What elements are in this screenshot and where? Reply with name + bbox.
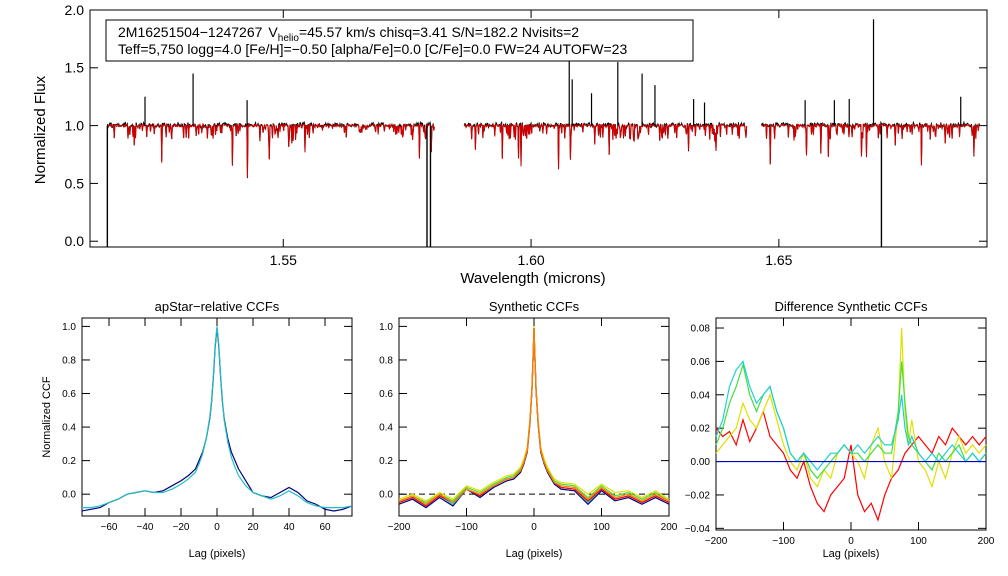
apstar-ccf-y-tick-label: 0.2 [62, 456, 76, 467]
synthetic-ccf-series-3 [398, 326, 670, 504]
model-spectrum-chip [761, 122, 980, 166]
apstar-ccf-series-2 [82, 326, 353, 509]
apstar-ccf-x-tick-label: −40 [137, 522, 154, 533]
spectrum-lines [106, 19, 981, 247]
header-vhelio-sub: helio [278, 33, 300, 44]
spectrum-y-tick-label: 0.5 [65, 175, 85, 191]
apstar-ccf-x-tick-label: 40 [283, 522, 295, 533]
synthetic-ccf-x-tick-label: −200 [388, 522, 411, 533]
apstar-ccf-y-tick-label: 0.0 [62, 490, 76, 501]
apstar-ccf-axes-frame [81, 317, 353, 517]
apstar-ccf-x-tick-label: 60 [319, 522, 331, 533]
difference-ccf-x-tick-label: 0 [848, 536, 854, 547]
difference-ccf-ticks: −200 −100 0 100 200 −0.04 −0.02 0.00 0.02 0.04 0.0… [685, 318, 995, 547]
apstar-ccf-ticks: −60 −40 −20 0 20 40 60 0.0 0.2 0.4 0.6 0.8 1.0 [62, 318, 352, 533]
difference-ccf-axes-frame [715, 317, 987, 531]
difference-ccf-x-tick-label: −200 [705, 536, 728, 547]
difference-ccf-x-tick-label: −100 [772, 536, 795, 547]
apstar-ccf-y-tick-label: 0.4 [62, 423, 76, 434]
header-vhelio: V [268, 24, 278, 40]
spectrum-panel: 1.55 1.60 1.65 0.0 0.5 1.0 1.5 2.0 Wavelength (… [32, 2, 988, 287]
apstar-ccf-y-tick-label: 0.8 [62, 355, 76, 366]
header-line-2: Teff=5,750 logg=4.0 [Fe/H]=−0.50 [alpha/… [118, 41, 627, 57]
synthetic-ccf-lines [398, 326, 670, 509]
apstar-ccf-x-tick-label: −20 [173, 522, 190, 533]
apstar-ccf-x-label: Lag (pixels) [189, 548, 246, 560]
difference-ccf-series-3 [715, 361, 987, 480]
synthetic-ccf-x-tick-label: 200 [661, 522, 678, 533]
synthetic-ccf-title: Synthetic CCFs [489, 299, 580, 314]
apstar-ccf-x-tick-label: 0 [214, 522, 220, 533]
apstar-ccf-x-tick-label: −60 [101, 522, 118, 533]
spectrum-ticks: 1.55 1.60 1.65 0.0 0.5 1.0 1.5 2.0 [65, 2, 987, 268]
apstar-ccf-series-1 [81, 328, 353, 512]
synthetic-ccf-series-5 [398, 328, 670, 507]
difference-ccf-title: Difference Synthetic CCFs [775, 299, 928, 314]
header-box: 2M16251504−1247267 Vhelio=45.57 km/s chis… [105, 19, 694, 62]
synthetic-ccf-panel: −200 −100 0 100 200 0.0 0.2 0.4 0.6 0.8 1.0 Synthe… [379, 299, 678, 560]
difference-ccf-lines [715, 327, 987, 522]
header-line-1: 2M16251504−1247267 Vhelio=45.57 km/s chis… [118, 24, 579, 44]
apstar-ccf-y-tick-label: 0.6 [62, 389, 76, 400]
model-spectrum-chip [463, 123, 748, 170]
difference-ccf-y-tick-label: 0.02 [691, 424, 711, 435]
difference-ccf-series-2 [715, 327, 987, 489]
synthetic-ccf-y-tick-label: 0.6 [379, 389, 393, 400]
synthetic-ccf-y-tick-label: 0.2 [379, 456, 393, 467]
apstar-ccf-title: apStar−relative CCFs [155, 299, 280, 314]
difference-ccf-series-4 [715, 360, 987, 471]
difference-ccf-panel: −200 −100 0 100 200 −0.04 −0.02 0.00 0.02 0.04 0.0… [685, 299, 995, 560]
difference-ccf-y-tick-label: −0.04 [685, 524, 711, 535]
apstar-ccf-x-tick-label: 20 [247, 522, 259, 533]
synthetic-ccf-y-tick-label: 0.0 [379, 490, 393, 501]
synthetic-ccf-x-tick-label: 0 [531, 522, 537, 533]
synthetic-ccf-x-label: Lag (pixels) [506, 548, 563, 560]
synthetic-ccf-series-6 [398, 328, 670, 505]
spectrum-x-tick-label: 1.60 [517, 252, 544, 268]
synthetic-ccf-series-1 [398, 328, 670, 509]
synthetic-ccf-y-tick-label: 1.0 [379, 322, 393, 333]
spectrum-y-tick-label: 0.0 [65, 233, 85, 249]
difference-ccf-y-tick-label: 0.04 [691, 390, 711, 401]
apstar-ccf-panel: −60 −40 −20 0 20 40 60 0.0 0.2 0.4 0.6 0.8 1.0 apSta… [41, 299, 353, 560]
synthetic-ccf-series-4 [398, 326, 670, 502]
apstar-ccf-y-label: Normalized CCF [41, 376, 53, 458]
spectrum-x-tick-label: 1.55 [270, 252, 297, 268]
header-line-1-rest: =45.57 km/s chisq=3.41 S/N=182.2 Nvisits… [299, 24, 579, 40]
difference-ccf-x-label: Lag (pixels) [823, 548, 880, 560]
spectrum-y-tick-label: 2.0 [65, 2, 85, 18]
synthetic-ccf-y-tick-label: 0.4 [379, 423, 393, 434]
observed-spectrum-chip [106, 120, 435, 179]
synthetic-ccf-series-2 [398, 328, 670, 507]
synthetic-ccf-ticks: −200 −100 0 100 200 0.0 0.2 0.4 0.6 0.8 1.0 [379, 318, 678, 533]
spectrum-y-tick-label: 1.5 [65, 60, 85, 76]
difference-ccf-x-tick-label: 200 [978, 536, 995, 547]
difference-ccf-x-tick-label: 100 [910, 536, 927, 547]
apstar-ccf-lines [81, 326, 353, 512]
synthetic-ccf-x-tick-label: 100 [593, 522, 610, 533]
header-frame [105, 19, 694, 62]
spectrum-x-label: Wavelength (microns) [460, 270, 605, 287]
spectrum-y-label: Normalized Flux [32, 75, 49, 184]
apstar-ccf-y-tick-label: 1.0 [62, 322, 76, 333]
synthetic-ccf-x-tick-label: −100 [455, 522, 478, 533]
model-spectrum-chip [107, 122, 435, 178]
difference-ccf-y-tick-label: 0.00 [691, 457, 711, 468]
spectrum-y-tick-label: 1.0 [65, 118, 85, 134]
difference-ccf-y-tick-label: 0.06 [691, 357, 711, 368]
difference-ccf-y-tick-label: −0.02 [685, 490, 711, 501]
header-star-id: 2M16251504−1247267 [118, 24, 263, 40]
synthetic-ccf-y-tick-label: 0.8 [379, 355, 393, 366]
spectrum-x-tick-label: 1.65 [765, 252, 792, 268]
spectrum-axes-frame [89, 9, 988, 248]
difference-ccf-y-tick-label: 0.08 [691, 324, 711, 335]
